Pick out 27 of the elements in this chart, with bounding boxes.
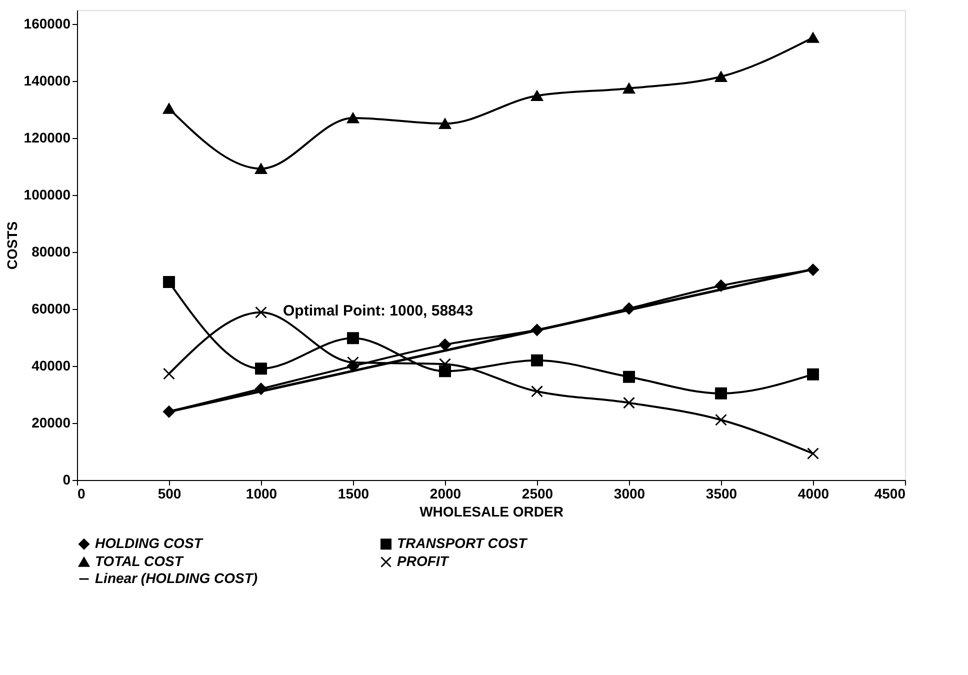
x-tick-label: 1000 (246, 486, 278, 502)
legend-label: TRANSPORT COST (397, 535, 528, 552)
y-tick-label: 80000 (32, 244, 71, 260)
legend-label: Linear (HOLDING COST) (95, 570, 258, 586)
x-tick-label: 1500 (338, 486, 370, 502)
annotation: Optimal Point: 1000, 58843 (283, 302, 474, 320)
y-tick-label: 20000 (32, 414, 71, 431)
x-tick-label: 500 (158, 486, 182, 502)
x-tick-label: 3500 (706, 486, 738, 502)
x-tick-label: 2500 (522, 486, 554, 502)
y-tick-label: 40000 (32, 358, 71, 374)
y-tick-label: 0 (62, 472, 71, 488)
x-tick-label: 2000 (430, 486, 462, 502)
legend-label: TOTAL COST (95, 553, 184, 569)
x-axis-title: WHOLESALE ORDER (420, 504, 564, 520)
y-tick-label: 100000 (24, 186, 71, 203)
y-tick-label: 160000 (24, 16, 71, 32)
x-tick-label: 4500 (874, 486, 906, 502)
y-tick-label: 60000 (32, 300, 71, 317)
x-tick-label: 3000 (614, 486, 646, 502)
legend-label: HOLDING COST (95, 535, 204, 552)
x-tick-label: 4000 (798, 486, 830, 502)
y-axis-title: COSTS (4, 221, 20, 270)
legend-label: PROFIT (397, 553, 450, 569)
y-tick-label: 120000 (24, 130, 71, 146)
x-tick-label: 0 (78, 486, 86, 502)
y-tick-label: 140000 (24, 72, 71, 89)
